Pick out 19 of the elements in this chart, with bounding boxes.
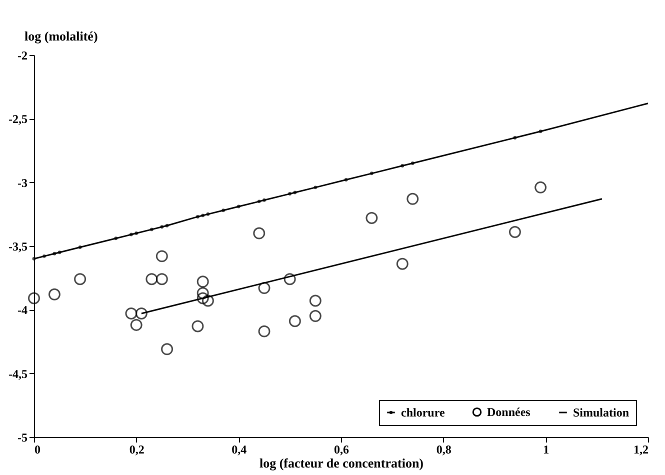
y-axis-title: log (molalité) bbox=[24, 28, 98, 44]
y-tick-label: -3,5 bbox=[8, 240, 28, 254]
y-tick-label: -2,5 bbox=[8, 112, 28, 126]
x-tick-label: 1 bbox=[543, 442, 550, 456]
y-tick-label: -4 bbox=[18, 303, 28, 318]
y-tick-label: -5 bbox=[18, 430, 28, 444]
x-axis-title: log (facteur de concentration) bbox=[259, 456, 424, 470]
y-tick-label: -3 bbox=[18, 176, 28, 190]
x-tick-label: 1,2 bbox=[634, 442, 648, 456]
legend-label: Simulation bbox=[573, 406, 630, 420]
y-tick-label: -2 bbox=[18, 48, 28, 62]
x-tick-label: 0,8 bbox=[436, 442, 452, 456]
x-tick-label: 0,2 bbox=[129, 442, 144, 456]
legend-label: Données bbox=[487, 405, 531, 420]
x-tick-label: 0,6 bbox=[334, 442, 349, 456]
legend-label: chlorure bbox=[401, 406, 446, 420]
y-tick-label: -4,5 bbox=[8, 366, 28, 381]
x-tick-label: 0 bbox=[34, 442, 40, 456]
x-tick-label: 0,4 bbox=[232, 442, 247, 456]
